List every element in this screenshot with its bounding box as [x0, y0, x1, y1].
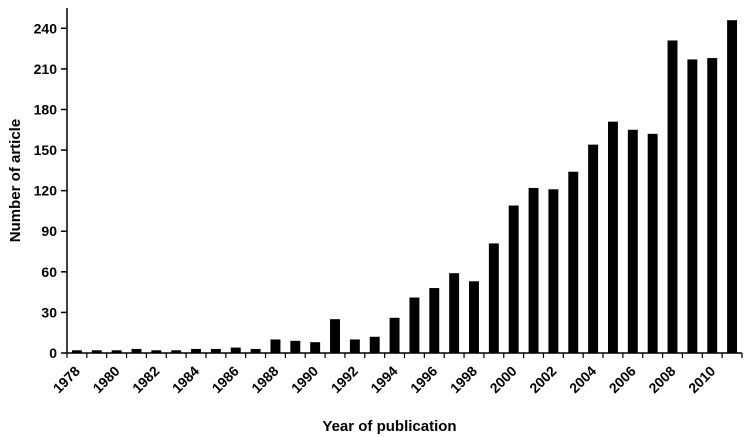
bar-1995 [409, 297, 420, 353]
bar-1989 [290, 340, 301, 353]
y-tick-label: 60 [41, 264, 57, 280]
bar-1983 [171, 350, 182, 353]
x-tick-label: 1984 [169, 363, 202, 396]
bar-1991 [330, 319, 340, 353]
bar-1994 [389, 317, 400, 353]
x-tick-label: 2010 [685, 363, 718, 396]
x-tick-label: 1992 [328, 363, 361, 396]
bar-2010 [707, 58, 718, 354]
bar-2008 [667, 40, 678, 353]
bar-1984 [191, 348, 202, 353]
bar-2001 [528, 187, 539, 353]
bar-2011 [727, 20, 738, 354]
bar-1988 [270, 339, 281, 353]
bar-1987 [250, 348, 261, 353]
y-tick-label: 180 [34, 101, 58, 117]
bars-group [71, 20, 738, 354]
y-tick-label: 210 [34, 61, 58, 77]
x-tick-label: 1988 [248, 363, 281, 396]
bar-1986 [230, 347, 241, 353]
bar-1997 [449, 273, 460, 353]
bar-1980 [111, 350, 122, 353]
bar-1996 [429, 288, 440, 353]
y-axis-title: Number of article [7, 119, 24, 242]
y-tick-label: 90 [41, 223, 57, 239]
bar-1993 [369, 336, 380, 353]
bar-1985 [210, 348, 221, 353]
x-tick-label: 1996 [407, 363, 440, 396]
x-tick-label: 1978 [50, 363, 83, 396]
y-axis-ticks: 0 30 60 90 120 150 180 210 240 [34, 20, 67, 361]
bar-2003 [568, 171, 579, 353]
bar-1998 [469, 281, 479, 353]
x-tick-label: 1994 [367, 363, 400, 396]
bar-2007 [647, 133, 658, 353]
bar-1990 [310, 342, 321, 353]
bar-2009 [687, 59, 698, 353]
bar-1982 [151, 350, 162, 353]
bar-2000 [508, 205, 519, 353]
x-tick-label: 2002 [526, 363, 559, 396]
y-tick-label: 30 [41, 304, 57, 320]
bar-1992 [349, 339, 360, 353]
bar-1979 [91, 350, 102, 353]
bar-2005 [607, 121, 618, 354]
x-tick-label: 2006 [606, 363, 639, 396]
x-tick-label: 1998 [447, 363, 480, 396]
bar-1978 [71, 350, 82, 353]
x-tick-label: 2008 [645, 363, 678, 396]
y-tick-label: 240 [34, 20, 58, 36]
bar-2006 [627, 129, 638, 353]
x-tick-label: 1990 [288, 363, 321, 396]
y-tick-label: 0 [49, 345, 57, 361]
x-axis-ticks: 1978 1980 1982 1984 1986 1988 1990 1992 1994 1996… [50, 353, 743, 396]
x-tick-label: 1980 [89, 363, 122, 396]
x-tick-label: 1982 [129, 363, 162, 396]
x-tick-label: 2004 [566, 363, 599, 396]
y-tick-label: 150 [34, 142, 58, 158]
x-tick-label: 2000 [486, 363, 519, 396]
x-tick-label: 1986 [209, 363, 242, 396]
x-axis-title: Year of publication [322, 418, 456, 435]
bar-2004 [588, 144, 599, 353]
bar-2002 [548, 189, 559, 353]
bar-1981 [131, 348, 142, 353]
bar-1999 [488, 243, 499, 353]
y-tick-label: 120 [34, 183, 58, 199]
